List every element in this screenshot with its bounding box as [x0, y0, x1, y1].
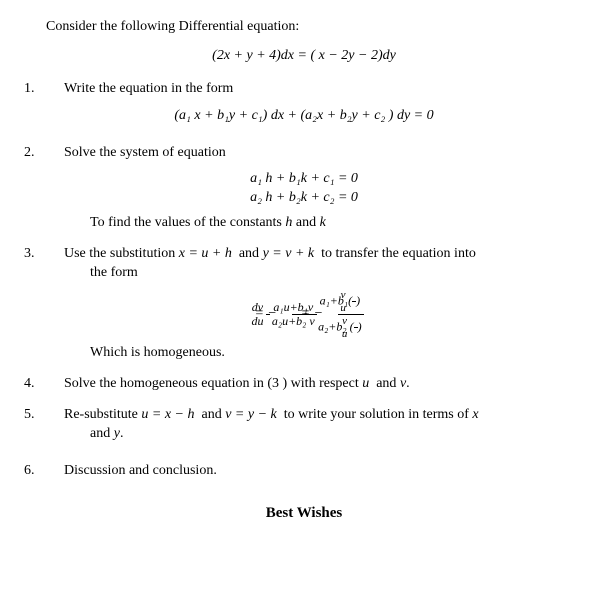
- item-3: 3.Use the substitution x = u + h and y =…: [46, 245, 562, 363]
- item-5-text-a: Re-substitute u = x − h and v = y − k to…: [64, 407, 479, 422]
- item-1: 1.Write the equation in the form (a₁ x +…: [46, 80, 562, 126]
- item-1-text: Write the equation in the form: [64, 81, 233, 96]
- intro-text: Consider the following Differential equa…: [46, 18, 562, 37]
- item-3-text-b: the form: [68, 264, 562, 283]
- item-6-number: 6.: [46, 462, 64, 481]
- best-wishes: Best Wishes: [46, 503, 562, 523]
- item-2-eq-b: a₂ h + b₂k + c₂ = 0: [68, 189, 562, 208]
- item-2: 2.Solve the system of equation a₁ h + b₁…: [46, 144, 562, 234]
- main-equation: (2x + y + 4)dx = ( x − 2y − 2)dy: [46, 47, 562, 66]
- item-1-equation: (a₁ x + b₁y + c₁) dx + (a₂x + b₂y + c₂ )…: [68, 107, 562, 126]
- item-3-number: 3.: [46, 245, 64, 264]
- item-6: 6.Discussion and conclusion.: [46, 462, 562, 481]
- item-5: 5.Re-substitute u = x − h and v = y − k …: [46, 406, 562, 444]
- item-2-tail: To find the values of the constants h an…: [68, 214, 562, 233]
- frac-right: a₁+b₁(vu) a₂+b₂ (vu): [338, 289, 363, 340]
- item-3-equation: dv du = − a₁u+b₁v a₂u+b₂ v = − a₁+b₁(vu)…: [68, 289, 562, 340]
- item-4-number: 4.: [46, 375, 64, 394]
- item-1-number: 1.: [46, 80, 64, 99]
- item-2-number: 2.: [46, 144, 64, 163]
- item-2-text: Solve the system of equation: [64, 145, 226, 160]
- item-4: 4.Solve the homogeneous equation in (3 )…: [46, 375, 562, 394]
- item-2-eq-a: a₁ h + b₁k + c₁ = 0: [68, 170, 562, 189]
- item-6-text: Discussion and conclusion.: [64, 463, 217, 478]
- item-4-text: Solve the homogeneous equation in (3 ) w…: [64, 376, 410, 391]
- item-5-number: 5.: [46, 406, 64, 425]
- item-3-which: Which is homogeneous.: [68, 344, 562, 363]
- item-3-text-a: Use the substitution x = u + h and y = v…: [64, 246, 476, 261]
- item-5-text-b: and y.: [68, 425, 562, 444]
